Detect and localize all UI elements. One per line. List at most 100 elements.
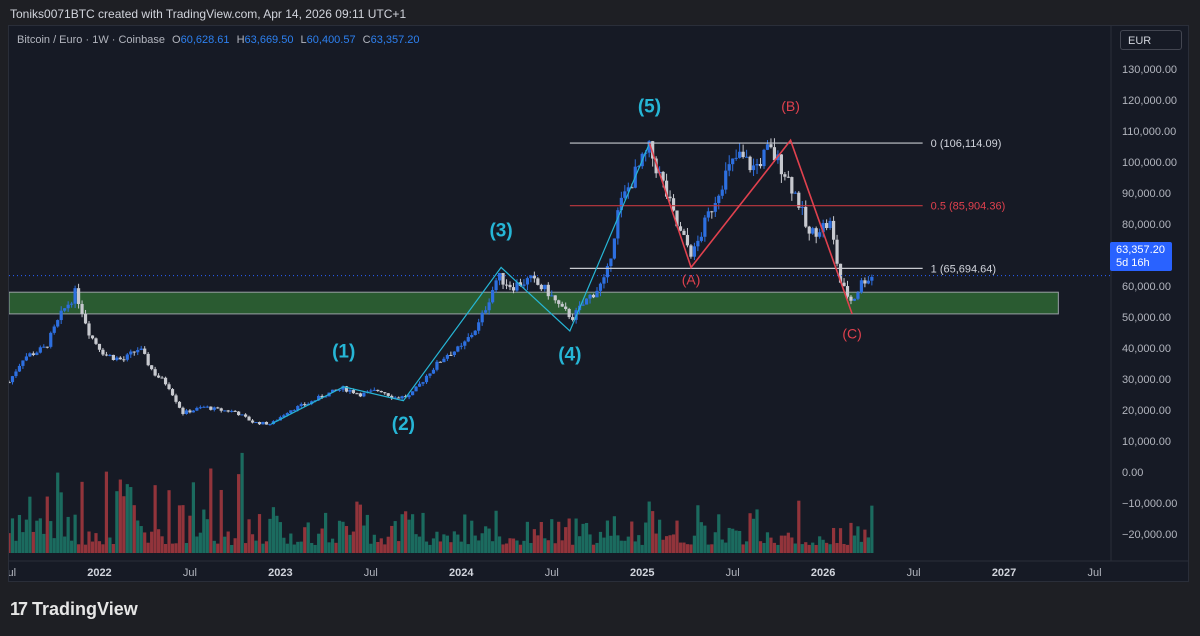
volume-bar <box>428 544 432 553</box>
candle-body <box>814 228 818 237</box>
volume-bar <box>456 534 460 553</box>
candle-body <box>52 326 56 333</box>
candle-body <box>588 294 592 299</box>
volume-bar <box>619 540 623 553</box>
y-tick-label: 120,000.00 <box>1122 95 1177 107</box>
volume-bar <box>668 535 672 553</box>
volume-bar <box>66 516 70 553</box>
candle-body <box>710 211 714 213</box>
volume-bar <box>588 534 592 553</box>
candle-body <box>240 414 244 416</box>
volume-bar <box>417 536 422 553</box>
candle-body <box>177 401 182 408</box>
candle-body <box>689 245 693 257</box>
volume-bar <box>532 529 536 553</box>
candle-body <box>738 151 742 158</box>
volume-bar <box>362 525 366 553</box>
candle-body <box>602 277 606 284</box>
high-value: 63,669.50 <box>244 34 294 46</box>
candle-body <box>431 369 436 374</box>
candle-body <box>146 353 150 366</box>
volume-bar <box>696 505 700 553</box>
candle-body <box>257 422 262 425</box>
candle-body <box>661 171 665 181</box>
candle-body <box>720 189 724 196</box>
candle-body <box>66 304 70 309</box>
volume-bar <box>198 532 202 553</box>
chart-panel[interactable]: 130,000.00 120,000.00 110,000.00 100,000.00… <box>8 25 1189 582</box>
volume-bar <box>574 518 578 553</box>
candle-body <box>14 371 18 377</box>
volume-bar <box>738 530 742 553</box>
volume-bar <box>797 500 801 553</box>
volume-bar <box>167 490 171 553</box>
candle-body <box>783 174 787 177</box>
volume-bar <box>424 541 429 553</box>
currency-selector[interactable]: EUR <box>1120 30 1182 50</box>
correction-wave-label: (C) <box>842 326 861 342</box>
candle-body <box>104 354 109 356</box>
volume-bar <box>330 538 335 553</box>
volume-bar <box>765 532 770 553</box>
candle-body <box>504 284 509 286</box>
candle-body <box>734 157 738 159</box>
volume-bar <box>525 521 530 553</box>
volume-bar <box>706 544 710 553</box>
candle-body <box>247 416 251 421</box>
candle-body <box>320 395 324 398</box>
x-tick-label: 2022 <box>87 567 111 579</box>
volume-bar <box>365 514 369 553</box>
volume-bar <box>237 474 241 553</box>
tradingview-branding[interactable]: 17 TradingView <box>10 599 138 620</box>
volume-bar <box>397 541 401 553</box>
fib-level-label: 1 (65,694.64) <box>931 263 996 275</box>
candle-body <box>421 382 425 384</box>
volume-bar <box>640 544 644 553</box>
candle-body <box>264 421 269 425</box>
volume-bar <box>59 492 63 553</box>
candle-body <box>230 410 234 412</box>
tradingview-logo-icon: 17 <box>10 599 28 619</box>
candle-body <box>42 346 46 348</box>
x-tick-label: Jul <box>1087 567 1101 579</box>
candle-body <box>317 395 321 401</box>
fib-level-label: 0.5 (85,904.36) <box>931 201 1006 213</box>
volume-bar <box>414 534 418 553</box>
candle-body <box>564 306 568 309</box>
volume-bar <box>404 511 408 553</box>
candle-body <box>97 343 102 350</box>
volume-bar <box>254 540 258 553</box>
candle-body <box>835 239 839 264</box>
candle-body <box>473 330 477 335</box>
volume-bar <box>838 528 843 553</box>
candle-body <box>532 275 536 279</box>
candle-body <box>188 410 192 413</box>
candle-body <box>678 226 683 231</box>
candle-body <box>480 312 484 323</box>
candle-body <box>772 147 777 161</box>
volume-bar <box>327 542 331 553</box>
candle-body <box>195 407 199 411</box>
volume-bar <box>800 544 804 553</box>
volume-bar <box>484 526 488 553</box>
volume-bar <box>529 543 533 553</box>
candle-body <box>560 303 564 307</box>
candle-body <box>675 210 679 227</box>
volume-bar <box>386 536 390 553</box>
y-tick-label: 100,000.00 <box>1122 157 1177 169</box>
price-chart[interactable]: 130,000.00 120,000.00 110,000.00 100,000.00… <box>9 26 1189 582</box>
candle-body <box>571 317 575 320</box>
volume-bar <box>814 544 818 553</box>
volume-bar <box>675 520 679 553</box>
volume-bar <box>136 520 140 553</box>
candle-body <box>407 395 411 398</box>
candle-body <box>717 195 721 204</box>
candle-body <box>557 300 561 304</box>
volume-bar <box>282 537 286 553</box>
y-tick-label: 130,000.00 <box>1122 64 1177 76</box>
symbol-title: Bitcoin / Euro · 1W · Coinbase <box>17 34 165 46</box>
candle-body <box>63 308 67 311</box>
x-tick-label: Jul <box>364 567 378 579</box>
candle-body <box>212 407 216 410</box>
candle-body <box>543 284 547 290</box>
